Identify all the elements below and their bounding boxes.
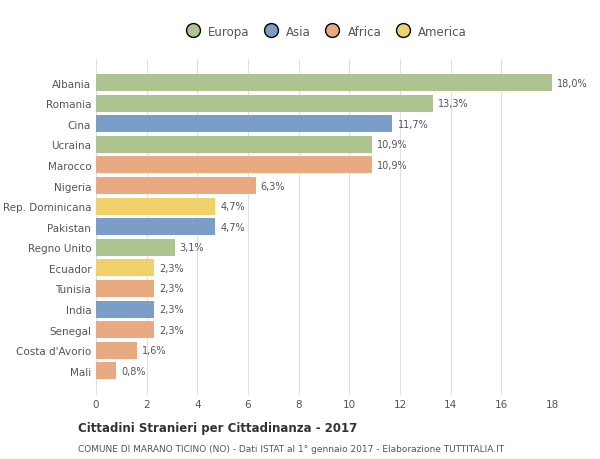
Bar — [96, 219, 215, 235]
Text: Cittadini Stranieri per Cittadinanza - 2017: Cittadini Stranieri per Cittadinanza - 2… — [78, 421, 357, 434]
Text: 1,6%: 1,6% — [142, 346, 166, 356]
Text: 3,1%: 3,1% — [179, 243, 204, 253]
Text: 11,7%: 11,7% — [397, 119, 428, 129]
Text: 4,7%: 4,7% — [220, 202, 245, 212]
Bar — [96, 75, 552, 92]
Bar — [96, 363, 116, 380]
Bar — [96, 95, 433, 112]
Bar — [96, 322, 154, 338]
Legend: Europa, Asia, Africa, America: Europa, Asia, Africa, America — [178, 22, 470, 42]
Bar — [96, 239, 175, 256]
Bar — [96, 342, 137, 359]
Text: 2,3%: 2,3% — [160, 284, 184, 294]
Bar — [96, 157, 372, 174]
Bar — [96, 198, 215, 215]
Text: 13,3%: 13,3% — [438, 99, 469, 109]
Text: 2,3%: 2,3% — [160, 325, 184, 335]
Bar — [96, 116, 392, 133]
Text: 18,0%: 18,0% — [557, 78, 587, 88]
Text: 2,3%: 2,3% — [160, 263, 184, 273]
Text: 6,3%: 6,3% — [260, 181, 285, 191]
Text: COMUNE DI MARANO TICINO (NO) - Dati ISTAT al 1° gennaio 2017 - Elaborazione TUTT: COMUNE DI MARANO TICINO (NO) - Dati ISTA… — [78, 444, 504, 453]
Text: 0,8%: 0,8% — [121, 366, 146, 376]
Bar — [96, 260, 154, 277]
Text: 2,3%: 2,3% — [160, 304, 184, 314]
Bar — [96, 280, 154, 297]
Text: 10,9%: 10,9% — [377, 161, 408, 171]
Bar — [96, 301, 154, 318]
Text: 4,7%: 4,7% — [220, 222, 245, 232]
Bar — [96, 137, 372, 153]
Text: 10,9%: 10,9% — [377, 140, 408, 150]
Bar — [96, 178, 256, 195]
